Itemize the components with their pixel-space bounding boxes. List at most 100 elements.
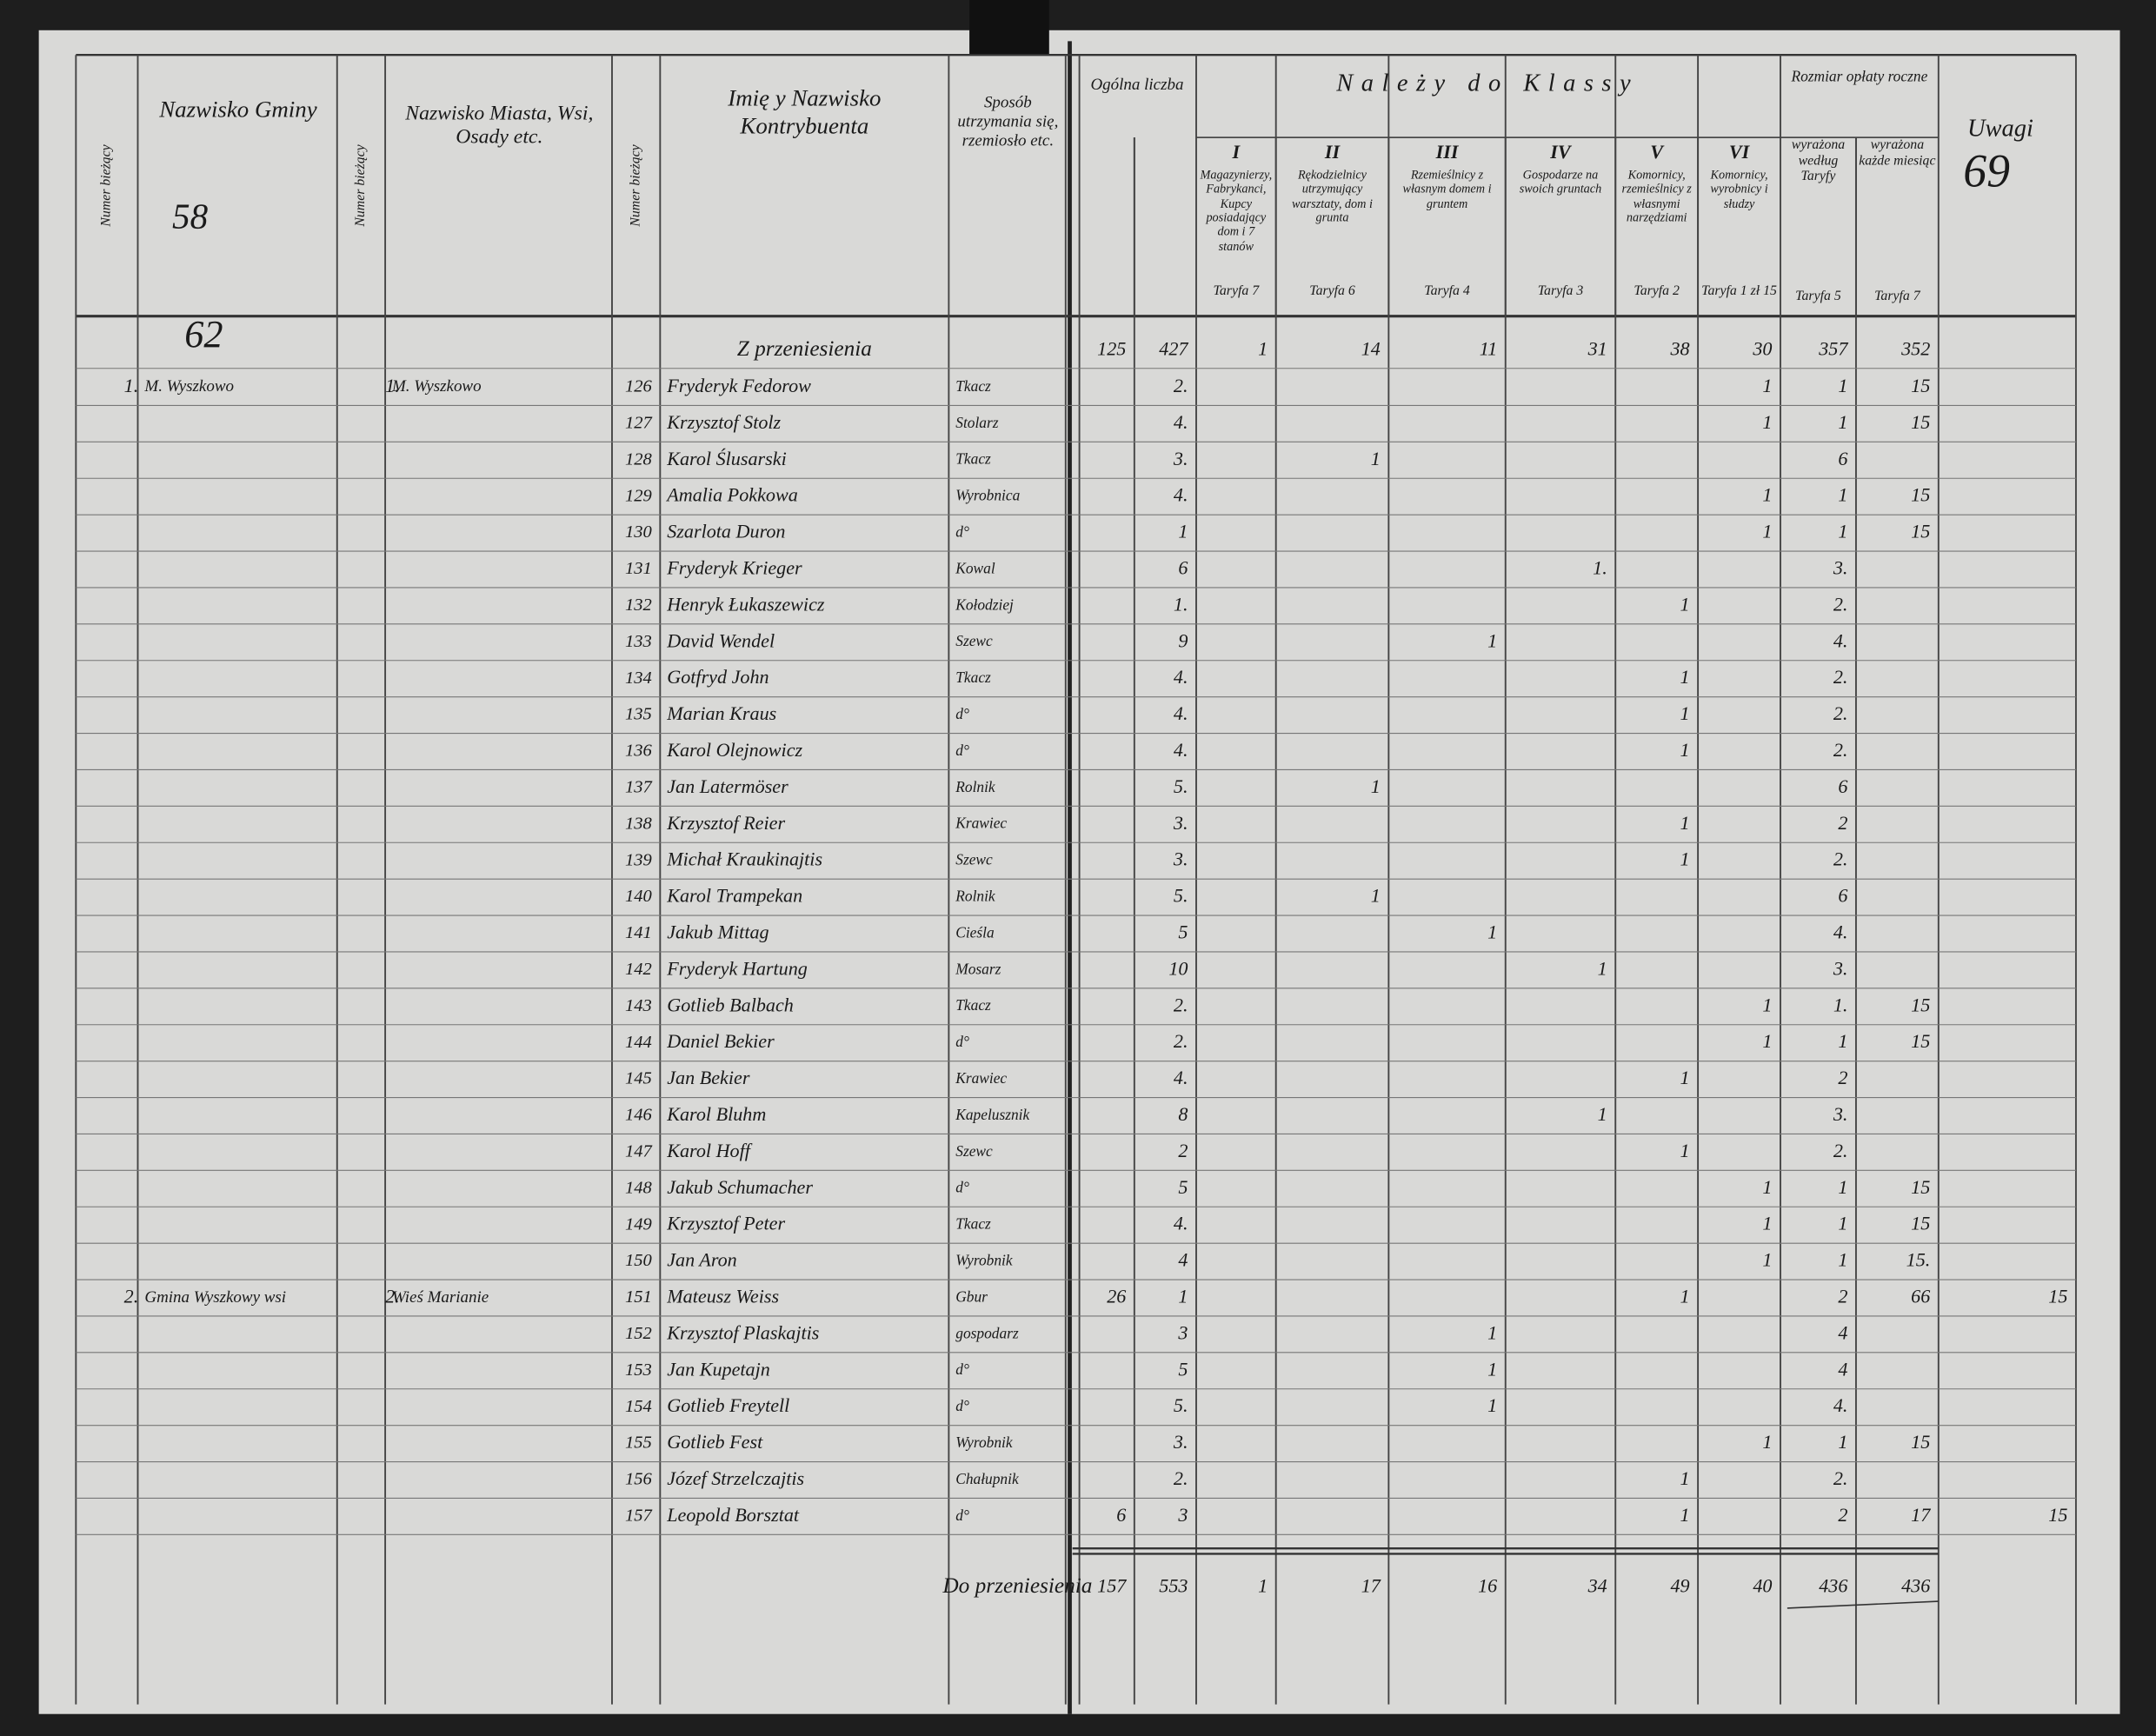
class-tariff: Taryfa 1 zł 15 (1701, 283, 1777, 298)
cell-oplata-1: 1 (1838, 1431, 1847, 1453)
cell-kl-VI: 1 (1762, 994, 1772, 1015)
cell-kontrybuent: Fryderyk Hartung (666, 957, 808, 979)
cell-sposob: Tkacz (955, 997, 991, 1014)
cell-kontrybuent: Krzysztof Plaskajtis (666, 1321, 819, 1343)
cell-oplata-1: 2. (1833, 702, 1848, 724)
cell-ogolna-2: 9 (1178, 629, 1188, 651)
cell-ogolna-1: 26 (1107, 1285, 1126, 1307)
cell-sposob: d° (955, 706, 969, 722)
cell-nr: 135 (625, 705, 652, 724)
cell-sposob: d° (955, 1398, 969, 1414)
cell-oplata-1: 4. (1833, 1394, 1848, 1416)
header-label: Rozmiar opłaty roczne (1791, 69, 1928, 86)
class-desc: Rzemieślnicy z własnym domem i gruntem (1402, 167, 1492, 210)
cell-oplata-1: 2. (1833, 666, 1848, 688)
cell-nr: 157 (625, 1507, 653, 1526)
cell-ogolna-2: 2. (1174, 375, 1188, 396)
cell-nr: 154 (625, 1397, 652, 1416)
cell-kontrybuent: Jan Latermöser (667, 775, 789, 797)
class-desc-box: Magazynierzy, Fabrykanci, Kupcy posiadaj… (1201, 168, 1273, 253)
cell-kontrybuent: Gotlieb Balbach (667, 994, 794, 1015)
cell-kl-IV: 1 (1598, 1103, 1607, 1125)
underline (1787, 1600, 1939, 1609)
class-tariff: Taryfa 4 (1424, 283, 1470, 298)
cell-gmina: M. Wyszkowo (143, 377, 234, 396)
cell-nr: 140 (625, 887, 653, 906)
cell-ogolna-2: 6 (1178, 556, 1188, 578)
vertical-header: Numer bieżący (99, 143, 114, 227)
cell-ogolna-2: 3. (1173, 1431, 1188, 1453)
cell-ogolna-2: 4. (1174, 1213, 1188, 1234)
cell-sposob: Gbur (955, 1288, 988, 1305)
total-row-kl-V: 49 (1670, 1574, 1689, 1596)
group-header: Należy do Klassy (1335, 70, 1639, 97)
class-desc-box: Gospodarze na swoich gruntach (1520, 168, 1601, 196)
cell-kontrybuent: Gotfryd John (667, 666, 769, 688)
cell-kl-VI: 1 (1762, 375, 1772, 396)
cell-oplata-1: 1. (1833, 994, 1848, 1015)
header-label: Uwagi (1967, 116, 2033, 143)
cell-kl-III: 1 (1487, 1321, 1497, 1343)
class-numeral: I (1232, 141, 1241, 163)
cell-kontrybuent: Mateusz Weiss (666, 1285, 779, 1307)
cell-nr: 147 (625, 1142, 653, 1161)
cell-nr: 151 (625, 1287, 652, 1307)
cell-kontrybuent: Gotlieb Freytell (667, 1394, 789, 1416)
cell-miasto: M. Wyszkowo (391, 377, 482, 396)
cell-sposob: Wyrobnik (955, 1252, 1013, 1268)
cell-kl-IV: 1 (1598, 957, 1607, 979)
cell-sposob: Tkacz (955, 378, 991, 395)
cell-sposob: Krawiec (955, 815, 1007, 832)
cell-sposob: Szewc (955, 1143, 993, 1160)
cell-nr: 132 (625, 595, 652, 615)
cell-uwagi: 15 (2048, 1504, 2067, 1526)
class-desc: Komornicy, rzemieślnicy z własnymi narzę… (1621, 167, 1692, 224)
cell-ogolna-2: 5 (1178, 1176, 1188, 1198)
cell-nr: 131 (625, 559, 652, 578)
total-row-ogolna-2: 553 (1159, 1574, 1188, 1596)
cell-kontrybuent: Michał Kraukinajtis (666, 848, 822, 870)
cell-oplata-2: 15. (1906, 1249, 1931, 1271)
cell-nr: 137 (625, 778, 653, 797)
cell-ogolna-2: 2. (1174, 1030, 1188, 1052)
cell-kl-VI: 1 (1762, 1213, 1772, 1234)
header-label-box: Ogólna liczba (1090, 76, 1183, 93)
cell-sposob: Tkacz (955, 451, 991, 468)
cell-kl-VI: 1 (1762, 1431, 1772, 1453)
cell-ogolna-1: 6 (1116, 1504, 1126, 1526)
header-label-box: Nazwisko Miasta, Wsi, Osady etc. (405, 103, 593, 150)
cell-oplata-1: 1 (1838, 375, 1847, 396)
cell-kontrybuent: Jan Bekier (667, 1067, 750, 1088)
cell-oplata-1: 4 (1838, 1358, 1847, 1380)
cell-nr: 152 (625, 1324, 652, 1343)
total-row-oplata-2: 436 (1901, 1574, 1930, 1596)
cell-kontrybuent: Jakub Mittag (667, 921, 769, 942)
cell-sposob: Wyrobnica (955, 488, 1020, 504)
cell-nr: 139 (625, 850, 652, 869)
cell-kl-V: 1 (1680, 1285, 1690, 1307)
cell-kl-V: 1 (1680, 812, 1690, 834)
cell-oplata-2: 17 (1911, 1504, 1931, 1526)
cell-nr: 143 (625, 996, 652, 1015)
cell-oplata-2: 15 (1911, 1431, 1930, 1453)
cell-oplata-2: 15 (1911, 1030, 1930, 1052)
class-tariff: Taryfa 6 (1309, 283, 1355, 298)
cell-kl-VI: 1 (1762, 484, 1772, 506)
cell-kontrybuent: Karol Olejnowicz (666, 739, 802, 761)
cell-sposob: Kapelusznik (955, 1107, 1029, 1123)
cell-oplata-1: 1 (1838, 521, 1847, 542)
total-row-oplata-1: 436 (1819, 1574, 1847, 1596)
cell-nr: 155 (625, 1433, 652, 1453)
cell-sposob: Stolarz (955, 415, 998, 431)
cell-ogolna-2: 3 (1177, 1321, 1188, 1343)
cell-kl-III: 1 (1487, 629, 1497, 651)
cell-oplata-1: 1 (1838, 1030, 1847, 1052)
cell-kl-VI: 1 (1762, 1249, 1772, 1271)
cell-kontrybuent: Karol Hoff (666, 1140, 753, 1161)
cell-nr: 146 (625, 1106, 653, 1125)
cell-sposob: d° (955, 1034, 969, 1050)
cell-ogolna-2: 5. (1174, 1394, 1188, 1416)
header-label-box: Nazwisko Gminy (159, 96, 316, 123)
cell-ogolna-2: 5. (1174, 885, 1188, 907)
cell-nr: 136 (625, 742, 653, 761)
